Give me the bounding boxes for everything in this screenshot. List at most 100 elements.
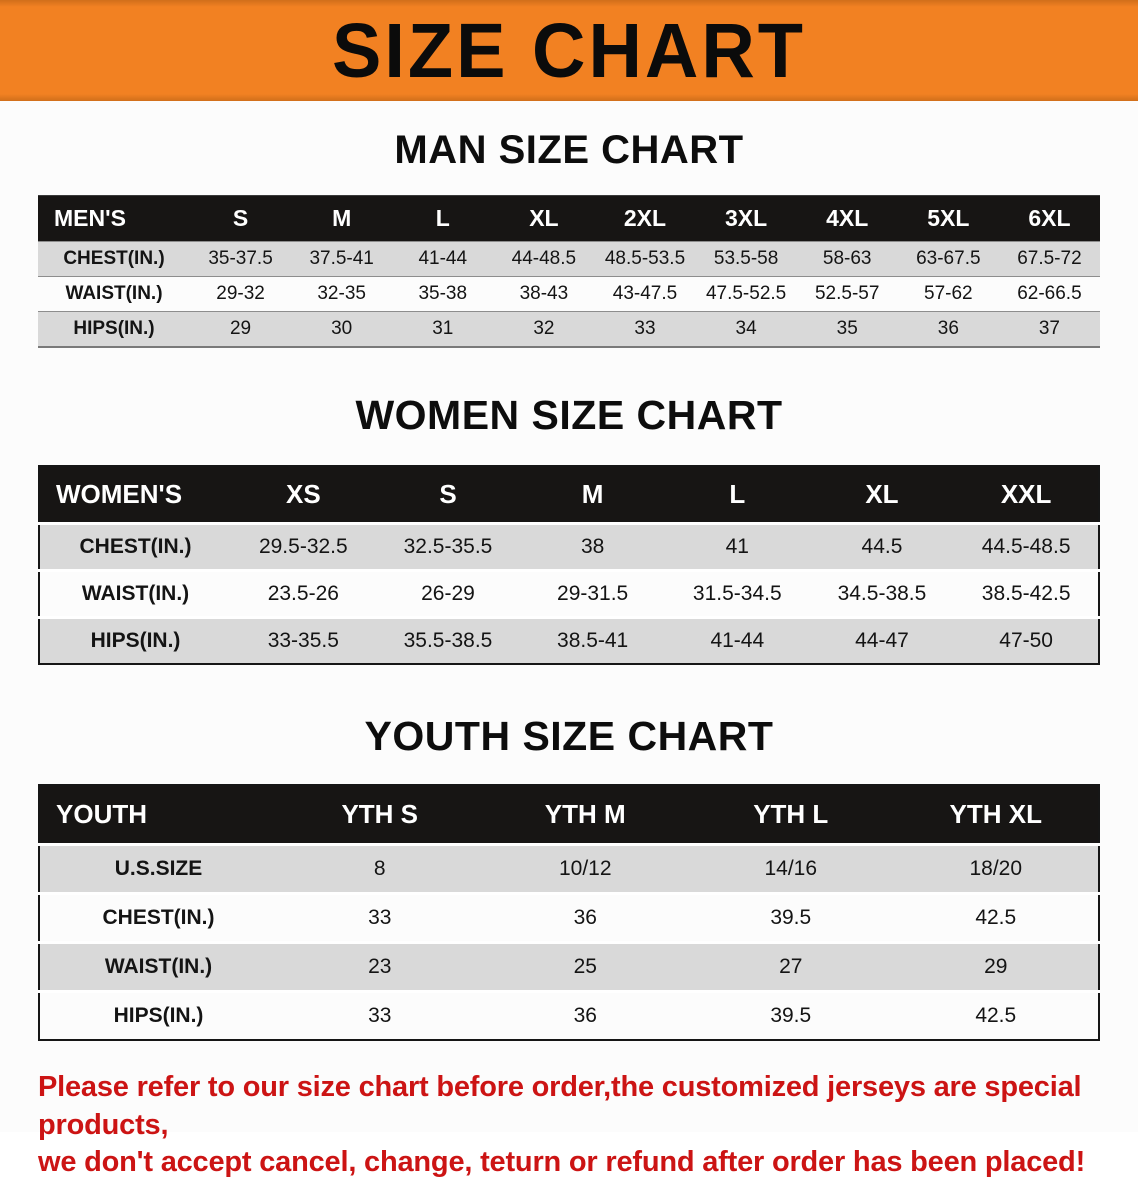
- size-value-cell: 32: [533, 318, 555, 339]
- size-column-header: YTH L: [688, 785, 894, 845]
- size-value-cell: 31.5-34.5: [692, 582, 782, 605]
- size-value-cell: 32.5-35.5: [403, 535, 493, 558]
- table-header-row: MEN'S S M L XL 2XL 3XL 4XL 5XL 6XL: [38, 195, 1100, 242]
- size-column-header: S: [190, 195, 292, 242]
- size-value-cell: 29.5-32.5: [258, 535, 348, 558]
- size-value-cell: 41: [725, 535, 749, 558]
- row-label: CHEST(IN.): [79, 535, 192, 558]
- mens-section-heading: MAN SIZE CHART: [394, 128, 744, 172]
- size-column-header: 5XL: [897, 195, 999, 242]
- size-value-cell: 29: [984, 955, 1008, 978]
- size-value-cell: 36: [573, 906, 597, 929]
- disclaimer-line-2: we don't accept cancel, change, teturn o…: [38, 1146, 1086, 1179]
- size-value-cell: 52.5-57: [814, 283, 880, 304]
- size-value-cell: 35-38: [418, 283, 468, 304]
- size-column-header: XL: [809, 466, 955, 524]
- size-value-cell: 42.5: [975, 906, 1017, 929]
- table-title-cell: YOUTH: [39, 785, 277, 845]
- size-value-cell: 14/16: [764, 857, 818, 880]
- page-title: SIZE CHART: [332, 7, 806, 94]
- size-column-header: 2XL: [594, 195, 696, 242]
- measurement-row: CHEST(IN.) 33 36 39.5 42.5: [39, 893, 1099, 943]
- table-title-cell: WOMEN'S: [39, 466, 231, 524]
- size-value-cell: 33-35.5: [267, 629, 339, 652]
- size-column-header: XL: [493, 195, 595, 242]
- measurement-row: CHEST(IN.) 29.5-32.5 32.5-35.5 38 41 44.5 44.5…: [39, 523, 1099, 571]
- size-value-cell: 35-37.5: [208, 248, 273, 269]
- size-value-cell: 44-48.5: [511, 248, 577, 269]
- size-value-cell: 44.5: [861, 535, 903, 558]
- row-label: WAIST(IN.): [104, 955, 213, 978]
- size-column-header: YTH M: [482, 785, 688, 845]
- size-column-header: 3XL: [695, 195, 797, 242]
- size-column-header: YTH XL: [893, 785, 1099, 845]
- measurement-row: WAIST(IN.) 23 25 27 29: [39, 942, 1099, 992]
- size-value-cell: 23: [368, 955, 392, 978]
- size-value-cell: 57-62: [924, 283, 973, 304]
- size-value-cell: 41-44: [418, 248, 468, 269]
- size-value-cell: 43-47.5: [612, 283, 678, 304]
- size-column-header: L: [392, 195, 494, 242]
- size-value-cell: 27: [779, 955, 803, 978]
- size-value-cell: 31: [432, 318, 454, 339]
- disclaimer: Please refer to our size chart before or…: [38, 1069, 1100, 1182]
- youth-size-table: YOUTH YTH S YTH M YTH L YTH XL U.S.SIZE 8 10/12…: [38, 784, 1100, 1041]
- size-value-cell: 38.5-42.5: [981, 582, 1071, 605]
- size-value-cell: 34.5-38.5: [837, 582, 927, 605]
- row-label: WAIST(IN.): [65, 283, 163, 304]
- size-column-header: M: [291, 195, 393, 242]
- size-value-cell: 23.5-26: [267, 582, 339, 605]
- size-column-header: 4XL: [796, 195, 898, 242]
- size-column-header: M: [520, 466, 665, 524]
- size-column-header: L: [664, 466, 810, 524]
- table-title-cell: MEN'S: [38, 195, 190, 242]
- table-header-row: YOUTH YTH S YTH M YTH L YTH XL: [39, 785, 1099, 845]
- youth-section: YOUTH SIZE CHART YOUTH YTH S YTH M YTH L YTH…: [0, 713, 1138, 1041]
- size-value-cell: 8: [373, 857, 386, 880]
- banner: SIZE CHART: [0, 0, 1138, 101]
- size-value-cell: 39.5: [770, 906, 812, 929]
- row-label: CHEST(IN.): [63, 248, 165, 269]
- size-value-cell: 67.5-72: [1017, 248, 1082, 269]
- table-header-row: WOMEN'S XS S M L XL XXL: [39, 466, 1099, 524]
- size-value-cell: 47.5-52.5: [705, 283, 787, 304]
- size-value-cell: 41-44: [710, 629, 765, 652]
- size-value-cell: 29: [229, 318, 252, 339]
- size-value-cell: 18/20: [969, 857, 1023, 880]
- size-value-cell: 33: [368, 1004, 392, 1027]
- size-value-cell: 36: [573, 1004, 597, 1027]
- size-value-cell: 62-66.5: [1017, 283, 1082, 304]
- measurement-row: HIPS(IN.) 33-35.5 35.5-38.5 38.5-41 41-44 44-…: [39, 617, 1099, 664]
- size-value-cell: 34: [735, 318, 757, 339]
- size-value-cell: 38.5-41: [557, 629, 629, 652]
- size-value-cell: 33: [634, 318, 656, 339]
- size-value-cell: 63-67.5: [916, 248, 981, 269]
- size-value-cell: 36: [937, 318, 959, 339]
- size-column-header: XS: [231, 466, 376, 524]
- measurement-row: WAIST(IN.) 29-32 32-35 35-38 38-43 43-47.5 47.…: [38, 276, 1100, 312]
- row-label: U.S.SIZE: [114, 857, 203, 880]
- size-column-header: 6XL: [998, 195, 1100, 242]
- measurement-row: HIPS(IN.) 29 30 31 32 33 34 35 36 37: [38, 311, 1100, 347]
- row-label: HIPS(IN.): [90, 629, 181, 652]
- size-value-cell: 47-50: [999, 629, 1053, 652]
- size-value-cell: 29-32: [216, 283, 265, 304]
- size-value-cell: 44.5-48.5: [981, 535, 1071, 558]
- womens-section-heading: WOMEN SIZE CHART: [355, 392, 783, 438]
- size-value-cell: 39.5: [770, 1004, 812, 1027]
- youth-section-heading: YOUTH SIZE CHART: [364, 713, 774, 759]
- womens-size-table: WOMEN'S XS S M L XL XXL CHEST(IN.) 29.5-32.5 32.5…: [38, 465, 1100, 665]
- size-value-cell: 37.5-41: [309, 248, 374, 269]
- row-label: HIPS(IN.): [73, 318, 155, 339]
- size-column-header: XXL: [954, 466, 1099, 524]
- measurement-row: WAIST(IN.) 23.5-26 26-29 29-31.5 31.5-34.5 34…: [39, 570, 1099, 618]
- measurement-row: HIPS(IN.) 33 36 39.5 42.5: [39, 991, 1099, 1041]
- size-value-cell: 10/12: [558, 857, 612, 880]
- size-value-cell: 48.5-53.5: [604, 248, 686, 269]
- size-value-cell: 33: [368, 906, 392, 929]
- size-value-cell: 35.5-38.5: [403, 629, 493, 652]
- size-value-cell: 37: [1038, 318, 1060, 339]
- size-value-cell: 58-63: [822, 248, 872, 269]
- row-label: CHEST(IN.): [102, 906, 215, 929]
- size-value-cell: 29-31.5: [557, 582, 629, 605]
